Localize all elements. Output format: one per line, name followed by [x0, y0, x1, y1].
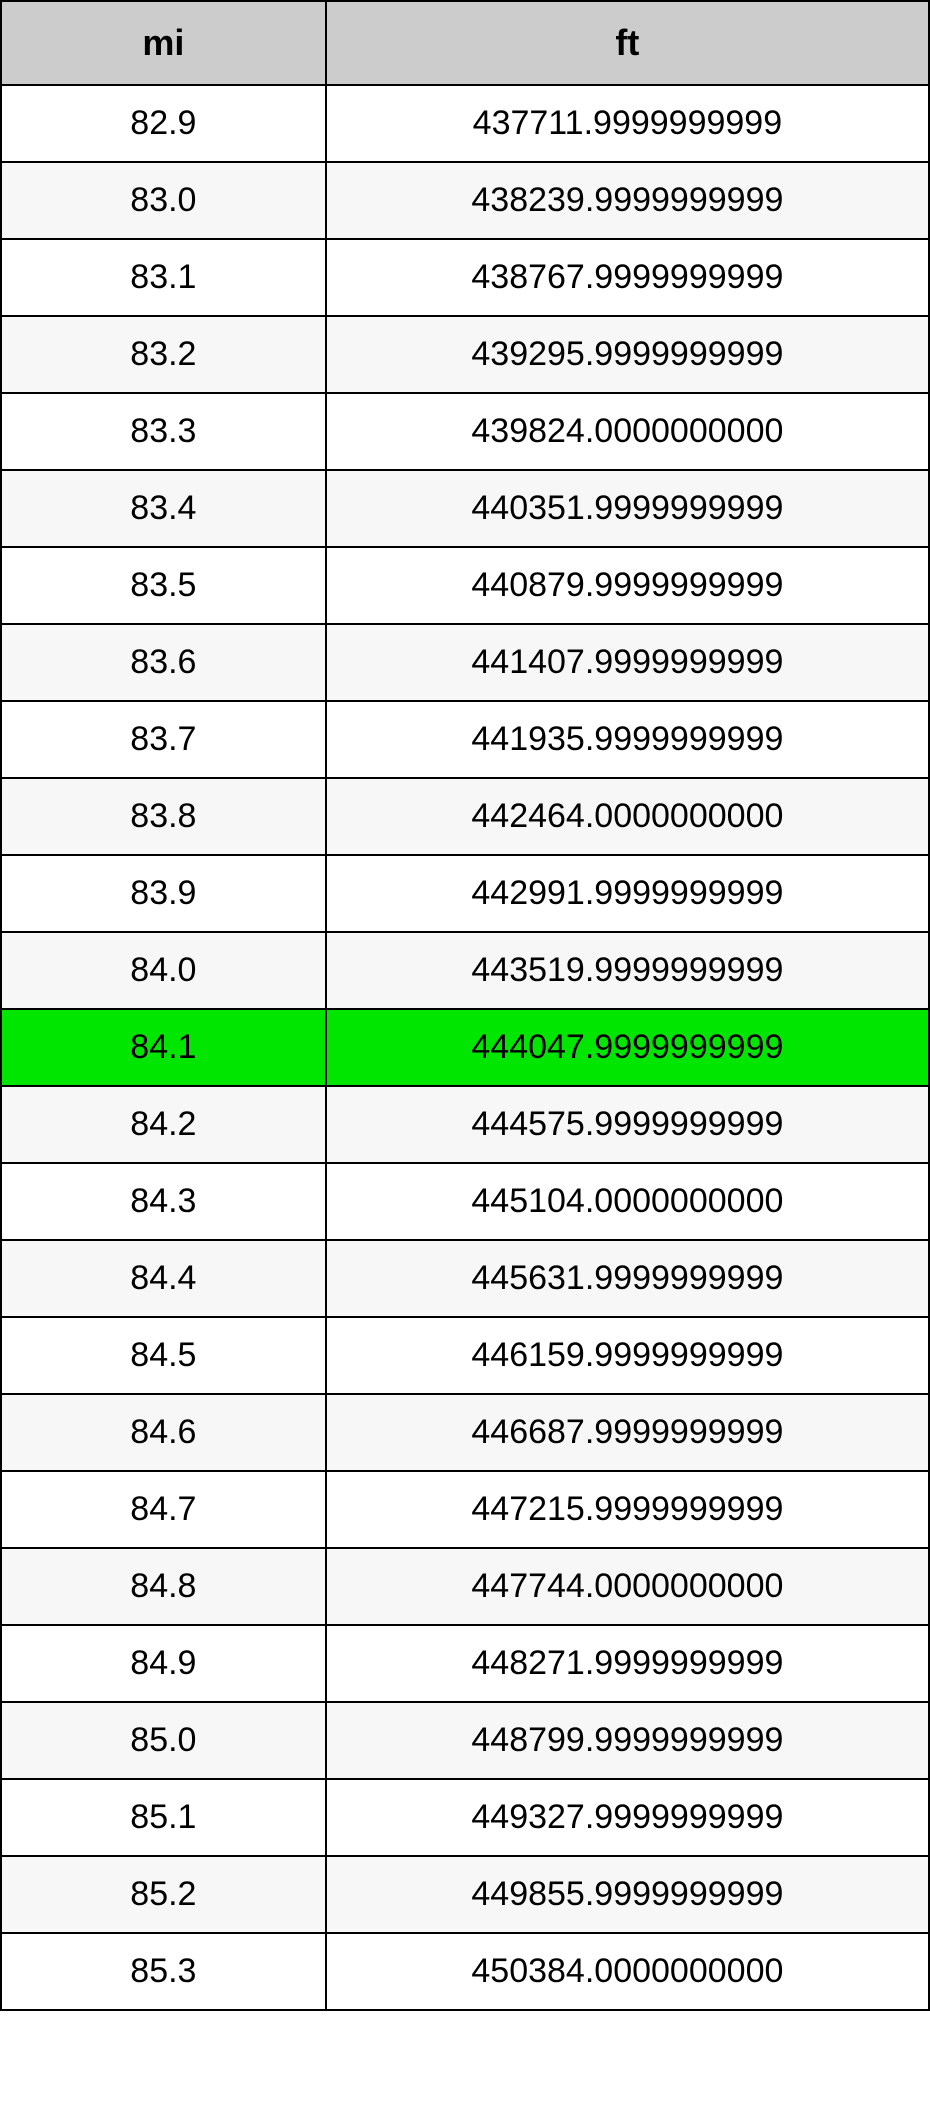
cell-ft: 443519.9999999999	[326, 932, 929, 1009]
table-row: 82.9 437711.9999999999	[1, 85, 929, 162]
cell-ft: 441407.9999999999	[326, 624, 929, 701]
column-header-mi: mi	[1, 1, 326, 85]
cell-mi: 85.1	[1, 1779, 326, 1856]
cell-mi: 84.7	[1, 1471, 326, 1548]
table-row: 84.8 447744.0000000000	[1, 1548, 929, 1625]
cell-ft: 439824.0000000000	[326, 393, 929, 470]
table-row: 84.6 446687.9999999999	[1, 1394, 929, 1471]
cell-mi: 83.9	[1, 855, 326, 932]
cell-mi: 85.2	[1, 1856, 326, 1933]
table-row-highlighted: 84.1 444047.9999999999	[1, 1009, 929, 1086]
table-row: 85.0 448799.9999999999	[1, 1702, 929, 1779]
cell-ft: 440879.9999999999	[326, 547, 929, 624]
cell-mi: 82.9	[1, 85, 326, 162]
cell-ft: 445104.0000000000	[326, 1163, 929, 1240]
column-header-ft: ft	[326, 1, 929, 85]
cell-ft: 442991.9999999999	[326, 855, 929, 932]
cell-mi: 84.6	[1, 1394, 326, 1471]
cell-mi: 83.5	[1, 547, 326, 624]
cell-mi: 84.9	[1, 1625, 326, 1702]
table-row: 83.2 439295.9999999999	[1, 316, 929, 393]
table-row: 83.8 442464.0000000000	[1, 778, 929, 855]
table-row: 83.5 440879.9999999999	[1, 547, 929, 624]
cell-mi: 83.8	[1, 778, 326, 855]
cell-ft: 442464.0000000000	[326, 778, 929, 855]
table-row: 83.0 438239.9999999999	[1, 162, 929, 239]
table-row: 83.4 440351.9999999999	[1, 470, 929, 547]
cell-mi: 84.8	[1, 1548, 326, 1625]
cell-ft: 441935.9999999999	[326, 701, 929, 778]
table-row: 85.3 450384.0000000000	[1, 1933, 929, 2010]
table-row: 83.7 441935.9999999999	[1, 701, 929, 778]
table-row: 85.2 449855.9999999999	[1, 1856, 929, 1933]
cell-mi: 84.3	[1, 1163, 326, 1240]
cell-ft: 448799.9999999999	[326, 1702, 929, 1779]
cell-mi: 83.7	[1, 701, 326, 778]
cell-mi: 85.0	[1, 1702, 326, 1779]
cell-mi: 84.4	[1, 1240, 326, 1317]
cell-ft: 444575.9999999999	[326, 1086, 929, 1163]
table-row: 83.9 442991.9999999999	[1, 855, 929, 932]
cell-mi: 83.2	[1, 316, 326, 393]
cell-ft: 439295.9999999999	[326, 316, 929, 393]
cell-mi: 84.0	[1, 932, 326, 1009]
cell-ft: 440351.9999999999	[326, 470, 929, 547]
cell-mi: 83.1	[1, 239, 326, 316]
cell-ft: 449327.9999999999	[326, 1779, 929, 1856]
cell-mi: 83.4	[1, 470, 326, 547]
table-row: 84.3 445104.0000000000	[1, 1163, 929, 1240]
table-row: 84.0 443519.9999999999	[1, 932, 929, 1009]
cell-ft: 437711.9999999999	[326, 85, 929, 162]
cell-ft: 447215.9999999999	[326, 1471, 929, 1548]
table-row: 84.5 446159.9999999999	[1, 1317, 929, 1394]
cell-ft: 446159.9999999999	[326, 1317, 929, 1394]
cell-mi: 83.0	[1, 162, 326, 239]
table-row: 83.3 439824.0000000000	[1, 393, 929, 470]
conversion-table: mi ft 82.9 437711.9999999999 83.0 438239…	[0, 0, 930, 2011]
table-row: 83.6 441407.9999999999	[1, 624, 929, 701]
cell-ft: 446687.9999999999	[326, 1394, 929, 1471]
cell-ft: 445631.9999999999	[326, 1240, 929, 1317]
cell-mi: 84.5	[1, 1317, 326, 1394]
cell-ft: 450384.0000000000	[326, 1933, 929, 2010]
cell-mi: 83.3	[1, 393, 326, 470]
cell-ft: 438767.9999999999	[326, 239, 929, 316]
cell-mi: 84.2	[1, 1086, 326, 1163]
cell-mi: 83.6	[1, 624, 326, 701]
table-body: 82.9 437711.9999999999 83.0 438239.99999…	[1, 85, 929, 2010]
table-row: 84.2 444575.9999999999	[1, 1086, 929, 1163]
table-row: 84.4 445631.9999999999	[1, 1240, 929, 1317]
cell-ft: 438239.9999999999	[326, 162, 929, 239]
table-row: 83.1 438767.9999999999	[1, 239, 929, 316]
cell-mi: 84.1	[1, 1009, 326, 1086]
cell-ft: 449855.9999999999	[326, 1856, 929, 1933]
table-row: 84.7 447215.9999999999	[1, 1471, 929, 1548]
cell-ft: 444047.9999999999	[326, 1009, 929, 1086]
table-row: 84.9 448271.9999999999	[1, 1625, 929, 1702]
table-header-row: mi ft	[1, 1, 929, 85]
cell-ft: 447744.0000000000	[326, 1548, 929, 1625]
cell-ft: 448271.9999999999	[326, 1625, 929, 1702]
table-row: 85.1 449327.9999999999	[1, 1779, 929, 1856]
cell-mi: 85.3	[1, 1933, 326, 2010]
